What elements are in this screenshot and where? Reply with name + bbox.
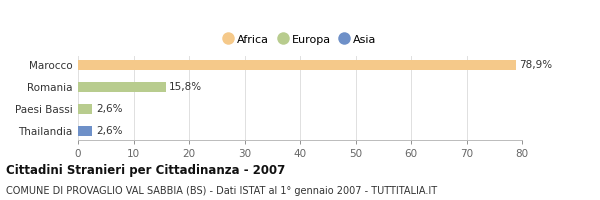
Legend: Africa, Europa, Asia: Africa, Europa, Asia xyxy=(220,30,380,49)
Text: 2,6%: 2,6% xyxy=(96,126,122,136)
Bar xyxy=(78,60,516,70)
Bar xyxy=(78,126,92,136)
Text: 78,9%: 78,9% xyxy=(519,60,553,70)
Bar xyxy=(78,82,166,92)
Bar xyxy=(78,104,92,114)
Text: Cittadini Stranieri per Cittadinanza - 2007: Cittadini Stranieri per Cittadinanza - 2… xyxy=(6,164,285,177)
Text: COMUNE DI PROVAGLIO VAL SABBIA (BS) - Dati ISTAT al 1° gennaio 2007 - TUTTITALIA: COMUNE DI PROVAGLIO VAL SABBIA (BS) - Da… xyxy=(6,186,437,196)
Text: 15,8%: 15,8% xyxy=(169,82,202,92)
Text: 2,6%: 2,6% xyxy=(96,104,122,114)
